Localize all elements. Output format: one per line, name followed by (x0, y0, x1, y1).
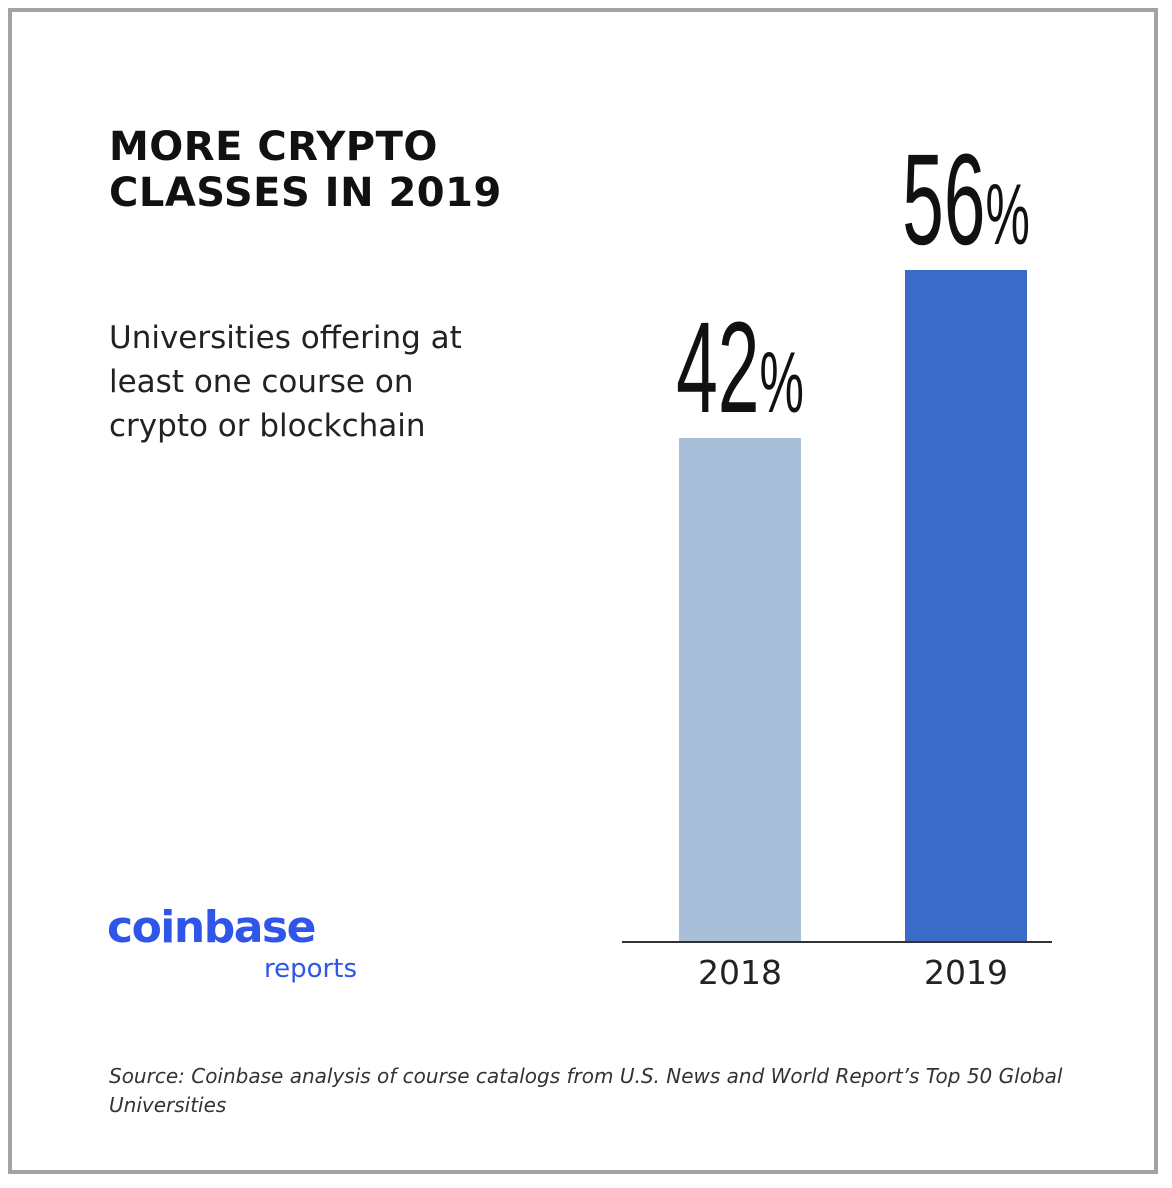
bar-2019 (905, 270, 1027, 942)
page-title: MORE CRYPTO CLASSES IN 2019 (109, 124, 502, 216)
coinbase-reports-logo: coinbase reports (107, 902, 367, 992)
source-note: Source: Coinbase analysis of course cata… (109, 1064, 1063, 1117)
value-label-2019: 56% (902, 128, 1030, 272)
value-label-2018: 42% (676, 296, 804, 440)
chart-frame: MORE CRYPTO CLASSES IN 2019 Universities… (8, 8, 1158, 1174)
bar-2018 (679, 438, 801, 942)
chart-subtitle: Universities offering at least one cours… (109, 320, 462, 444)
logo-wordmark: coinbase (107, 902, 316, 953)
logo-tagline: reports (264, 954, 357, 984)
bar-chart: 42% 2018 56% 2019 (622, 128, 1052, 992)
x-tick-label-2018: 2018 (698, 953, 782, 992)
x-tick-label-2019: 2019 (924, 953, 1008, 992)
